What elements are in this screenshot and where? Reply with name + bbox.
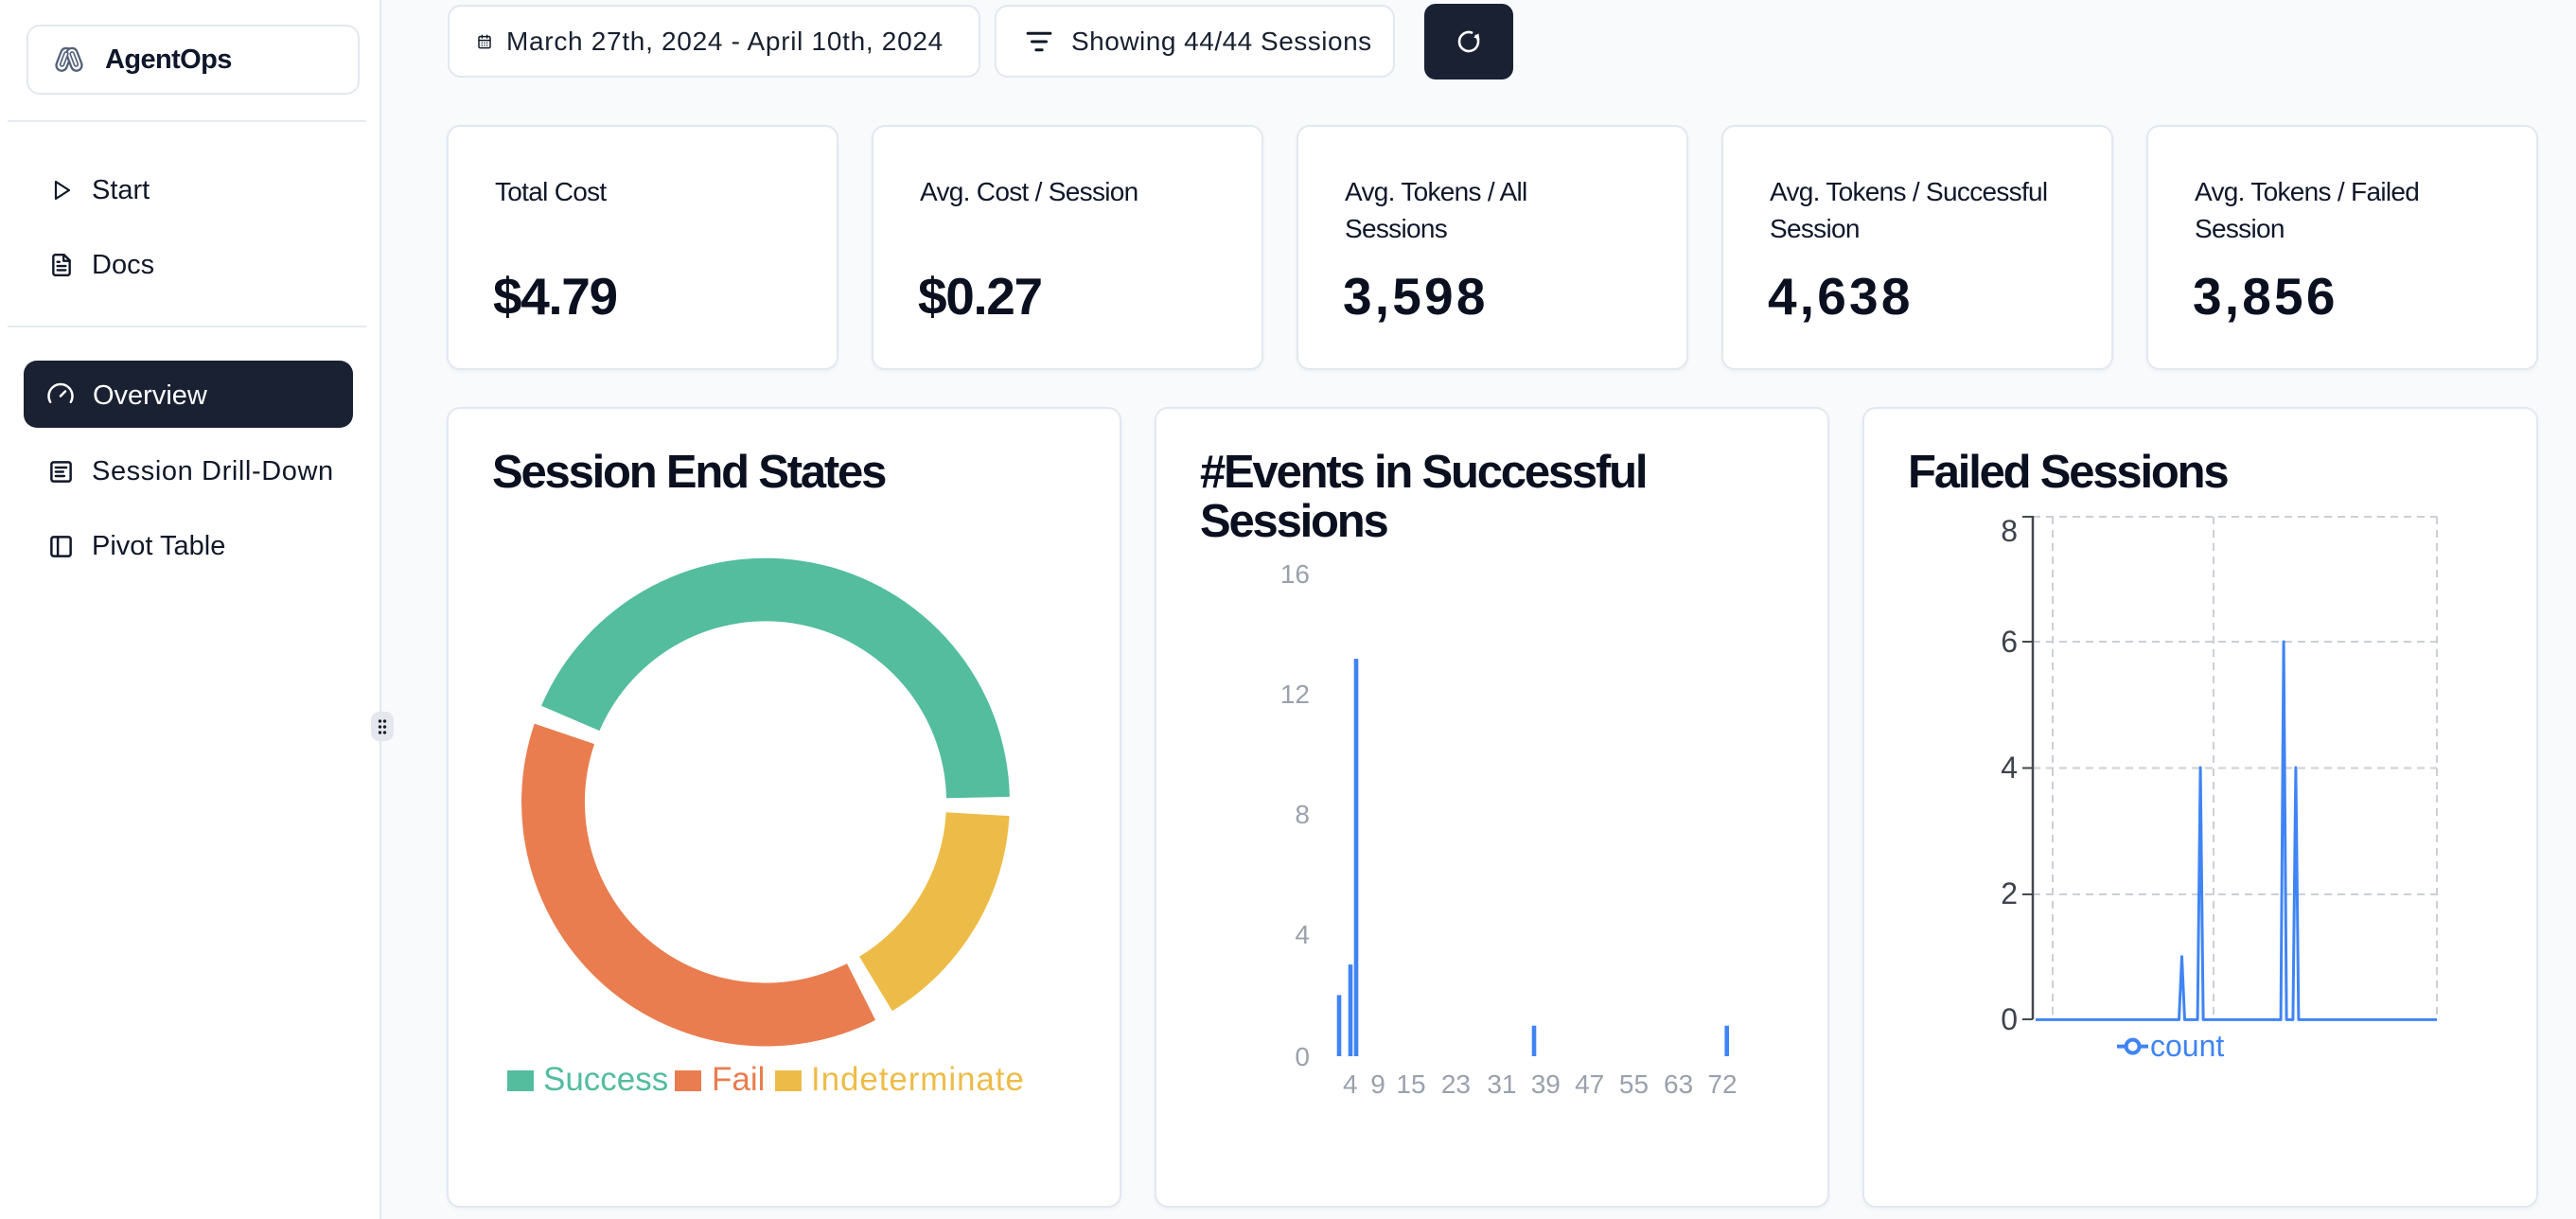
svg-text:4: 4 [1295,920,1310,949]
svg-text:63: 63 [1664,1069,1693,1099]
svg-text:23: 23 [1441,1069,1471,1099]
svg-text:6: 6 [2001,625,2018,659]
svg-text:55: 55 [1619,1069,1649,1099]
svg-text:8: 8 [1295,800,1310,829]
svg-text:47: 47 [1575,1069,1604,1099]
svg-text:31: 31 [1487,1069,1516,1099]
svg-text:15: 15 [1396,1069,1425,1099]
svg-text:4: 4 [2001,751,2018,785]
svg-text:2: 2 [2001,876,2018,910]
svg-text:16: 16 [1280,559,1310,589]
svg-text:8: 8 [2001,514,2018,548]
svg-text:12: 12 [1280,680,1310,709]
svg-text:39: 39 [1531,1069,1561,1099]
svg-text:count: count [2150,1029,2224,1063]
svg-text:4: 4 [1343,1069,1358,1099]
svg-text:0: 0 [2001,1002,2018,1036]
svg-text:0: 0 [1295,1042,1310,1071]
svg-text:9: 9 [1370,1069,1385,1099]
svg-text:72: 72 [1707,1069,1737,1099]
